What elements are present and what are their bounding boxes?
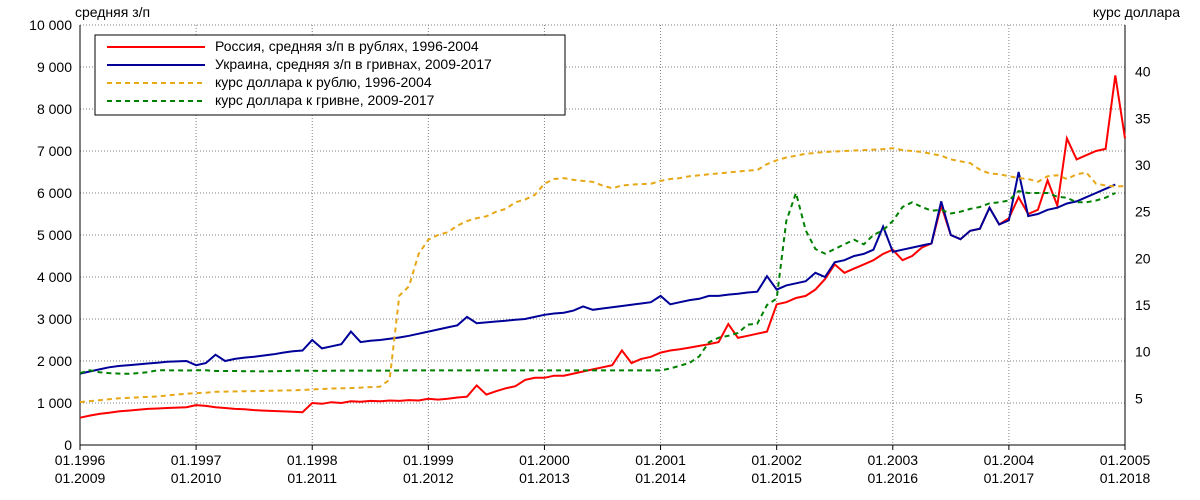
y-right-tick-label: 30 — [1135, 157, 1151, 173]
x-tick-label-row1: 01.1996 — [55, 452, 106, 468]
x-tick-label-row1: 01.2004 — [984, 452, 1035, 468]
y-left-tick-label: 8 000 — [37, 101, 72, 117]
x-tick-label-row2: 01.2015 — [751, 470, 802, 486]
y-left-tick-label: 3 000 — [37, 311, 72, 327]
x-tick-label-row1: 01.2000 — [519, 452, 570, 468]
legend-label: курс доллара к гривне, 2009-2017 — [215, 92, 435, 108]
salary-exchange-chart: 0 1 000 2 000 3 000 4 000 5 000 6 000 7 000 8 00… — [0, 0, 1200, 500]
y-left-title: средняя з/п — [75, 4, 150, 20]
y-right-tick-label: 15 — [1135, 297, 1151, 313]
y-left-tick-label: 10 000 — [29, 17, 72, 33]
y-left-tick-label: 1 000 — [37, 395, 72, 411]
y-left-tick-label: 5 000 — [37, 227, 72, 243]
x-tick-label-row2: 01.2011 — [287, 470, 337, 486]
y-left-tick-label: 6 000 — [37, 185, 72, 201]
x-tick-label-row1: 01.1997 — [171, 452, 222, 468]
x-tick-label-row2: 01.2017 — [984, 470, 1035, 486]
x-tick-label-row2: 01.2012 — [403, 470, 454, 486]
x-tick-label-row2: 01.2016 — [867, 470, 918, 486]
legend-label: Украина, средняя з/п в гривнах, 2009-201… — [215, 56, 492, 72]
y-right-tick-label: 10 — [1135, 344, 1151, 360]
legend-label: курс доллара к рублю, 1996-2004 — [215, 74, 432, 90]
legend-label: Россия, средняя з/п в рублях, 1996-2004 — [215, 38, 479, 54]
x-tick-label-row2: 01.2014 — [635, 470, 686, 486]
x-tick-label-row1: 01.2003 — [867, 452, 918, 468]
y-right-tick-label: 20 — [1135, 250, 1151, 266]
y-right-tick-label: 5 — [1135, 390, 1143, 406]
y-right-tick-label: 40 — [1135, 64, 1151, 80]
y-left-tick-label: 9 000 — [37, 59, 72, 75]
y-right-title: курс доллара — [1093, 4, 1180, 20]
y-right-tick-label: 35 — [1135, 110, 1151, 126]
y-left-tick-label: 0 — [64, 437, 72, 453]
y-left-tick-label: 7 000 — [37, 143, 72, 159]
x-tick-label-row1: 01.1998 — [287, 452, 338, 468]
y-right-tick-label: 25 — [1135, 204, 1151, 220]
x-tick-label-row2: 01.2009 — [55, 470, 106, 486]
x-tick-label-row1: 01.1999 — [403, 452, 454, 468]
y-left-tick-label: 4 000 — [37, 269, 72, 285]
x-tick-label-row2: 01.2018 — [1100, 470, 1151, 486]
x-tick-label-row2: 01.2010 — [171, 470, 222, 486]
x-tick-label-row1: 01.2005 — [1100, 452, 1151, 468]
x-tick-label-row2: 01.2013 — [519, 470, 570, 486]
x-tick-label-row1: 01.2001 — [635, 452, 686, 468]
chart-svg: 0 1 000 2 000 3 000 4 000 5 000 6 000 7 000 8 00… — [0, 0, 1200, 500]
y-left-tick-label: 2 000 — [37, 353, 72, 369]
x-tick-label-row1: 01.2002 — [751, 452, 802, 468]
